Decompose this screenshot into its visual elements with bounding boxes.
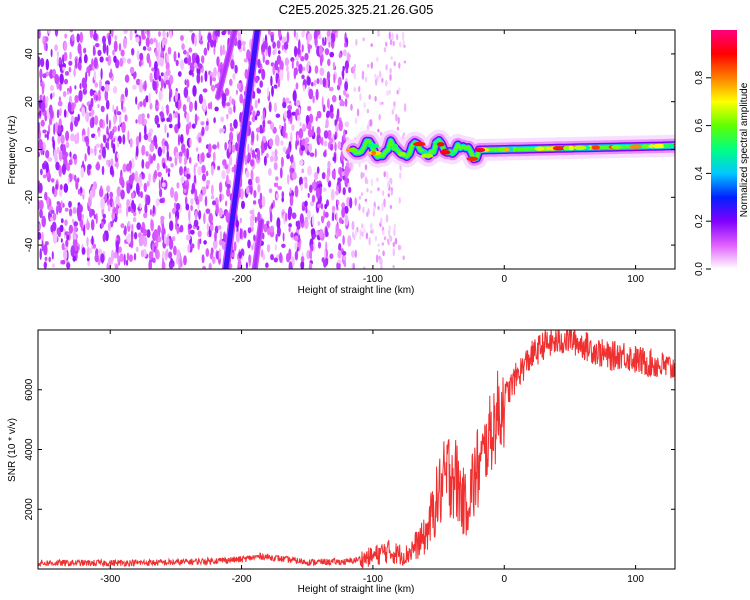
spectrogram-ytick-label: -40 [24,237,35,252]
spectrogram-heatmap [38,30,675,269]
snr-ytick-label: 4000 [24,438,35,461]
colorbar-scale [711,30,737,269]
colorbar-tick-label: 0.8 [694,70,705,84]
colorbar-tick-label: 0.0 [694,262,705,276]
spectrogram-xtick-label: -200 [232,274,252,285]
diagonal-line-3 [251,218,265,269]
figure-title: C2E5.2025.325.21.26.G05 [279,2,434,17]
noise-region [38,30,356,269]
snr-plot [38,330,675,569]
snr-xtick-label: -300 [100,574,120,585]
snr-xtick-label: 100 [627,574,644,585]
snr-xtick-label: -100 [363,574,383,585]
spectrogram-ytick-label: -20 [24,190,35,205]
snr-xlabel: Height of straight line (km) [298,584,415,595]
snr-ytick-label: 2000 [24,498,35,521]
spectrogram-xtick-label: 0 [501,274,507,285]
spectrogram-ylabel: Frequency (Hz) [7,116,18,185]
colorbar-ticks: 0.0 0.2 0.4 0.6 0.8 [694,70,711,276]
spectrogram-xtick-label: -100 [363,274,383,285]
colorbar-label: Normalized spectral amplitude [739,82,750,217]
snr-xtick-label: 0 [501,574,507,585]
spectrogram-xlabel: Height of straight line (km) [298,285,415,296]
diagonal-line-1 [221,30,262,269]
spectrogram-ytick-label: 20 [24,96,35,108]
snr-panel: -300 -200 -100 0 100 2000 4000 6000 Height of s… [7,329,676,595]
snr-axes: -300 -200 -100 0 100 2000 4000 6000 [24,330,675,585]
spectrogram-xtick-label: 100 [627,274,644,285]
snr-ylabel: SNR (10 * v/v) [7,418,18,482]
snr-xtick-label: -200 [232,574,252,585]
diagonal-line-2 [214,30,239,100]
carrier-band [342,129,675,170]
colorbar-tick-label: 0.4 [694,166,705,180]
spectrogram-ytick-label: 0 [24,146,35,152]
colorbar-tick-label: 0.2 [694,214,705,228]
spectrogram-ytick-label: 40 [24,48,35,60]
snr-ytick-label: 6000 [24,378,35,401]
snr-series-line [38,330,675,569]
colorbar: 0.0 0.2 0.4 0.6 0.8 Normalized spectral ampl… [694,30,750,276]
spectrogram-xtick-label: -300 [100,274,120,285]
snr-background [38,330,675,569]
colorbar-tick-label: 0.6 [694,118,705,132]
